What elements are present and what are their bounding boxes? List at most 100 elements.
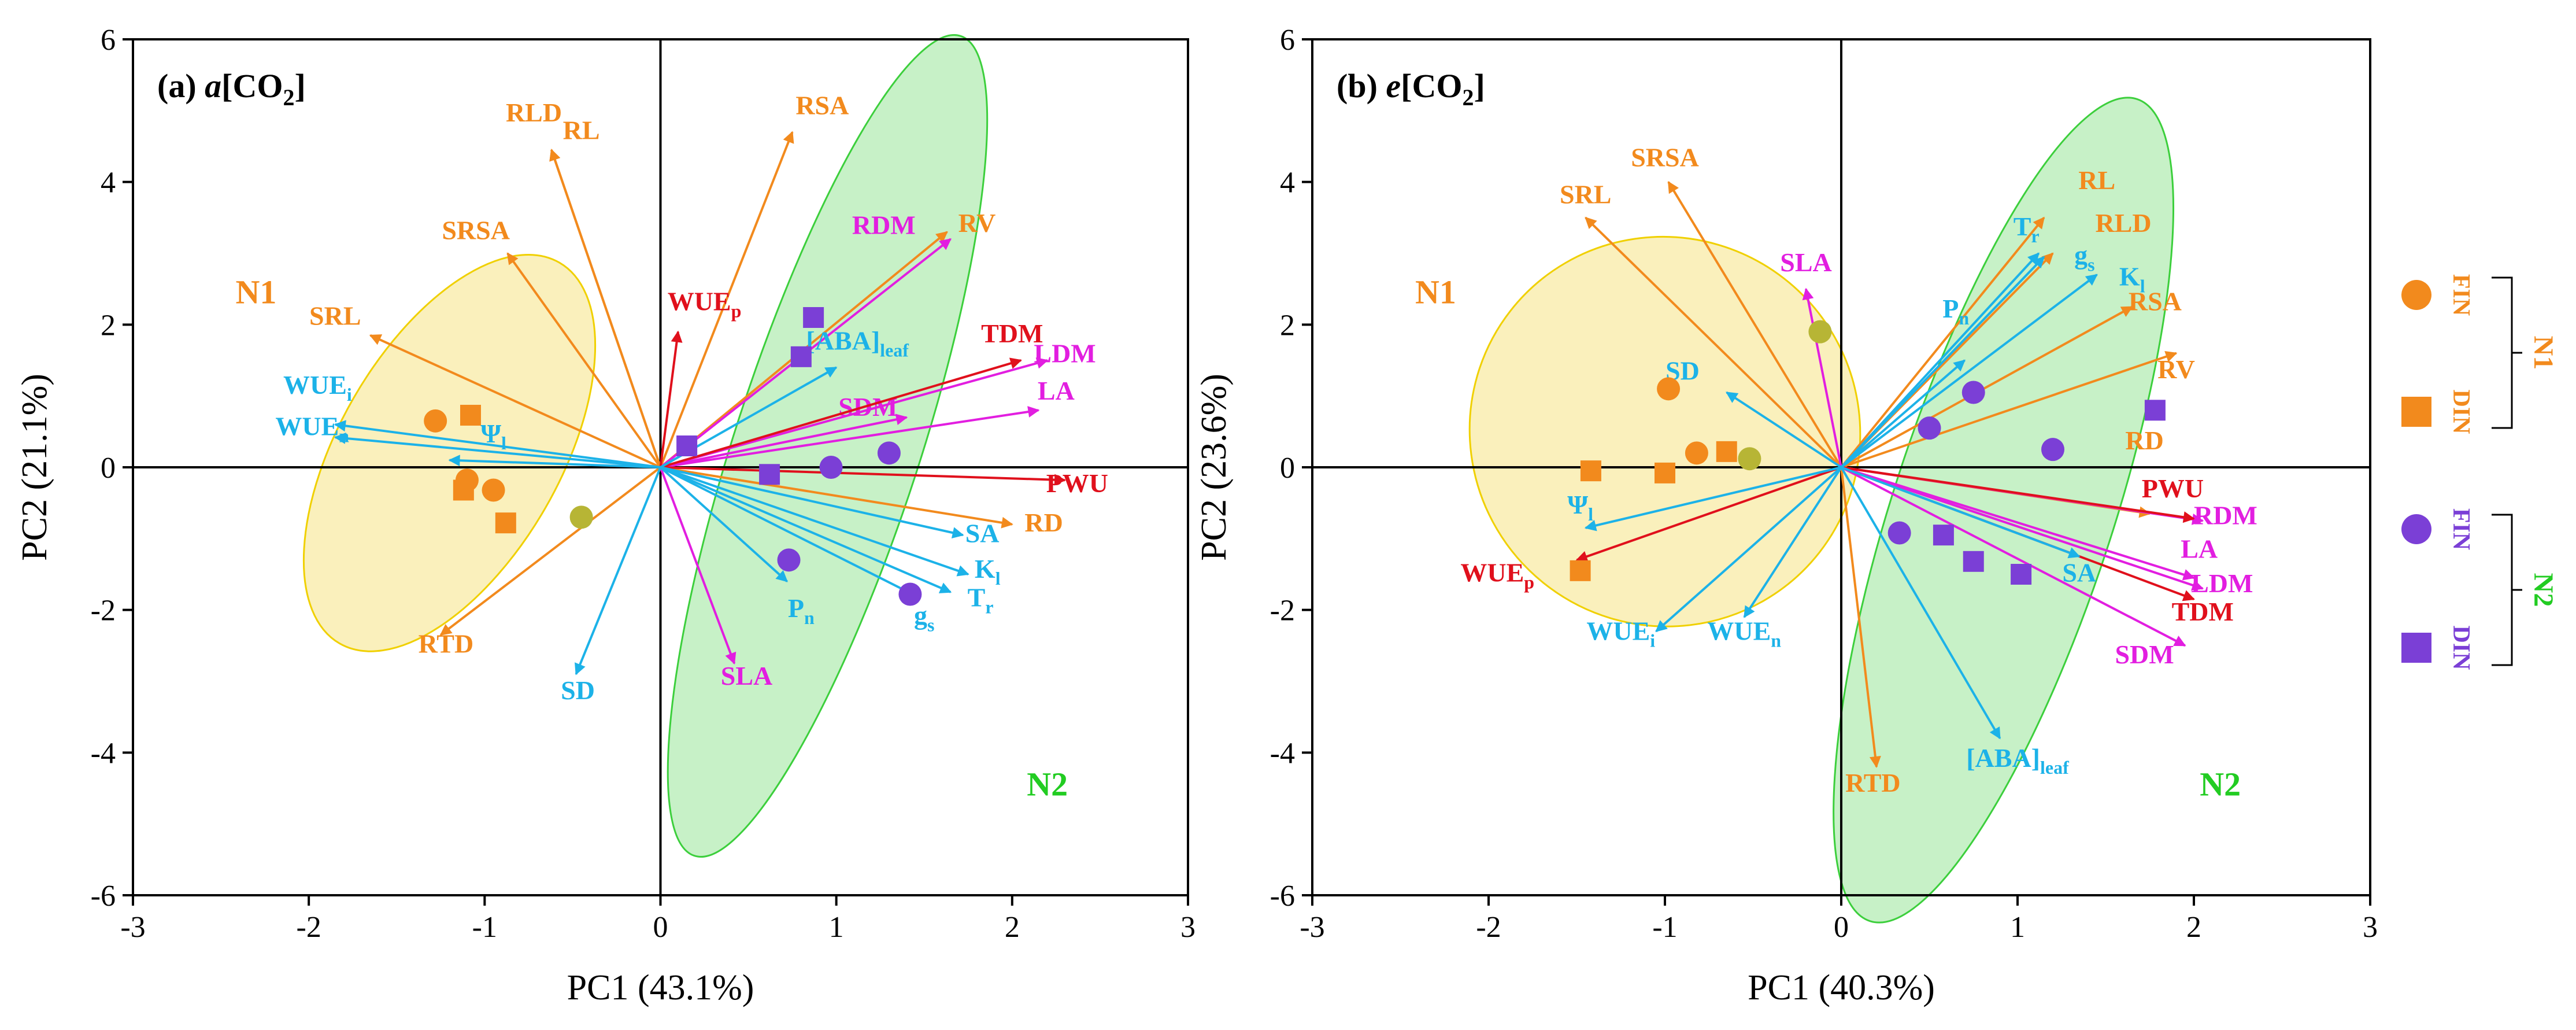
loading-arrow-la [660,406,1040,468]
score-point [898,582,922,606]
loading-arrow-wuep [1575,466,1842,562]
group-label-n2: N2 [2200,765,2241,803]
loading-label-pn: Pn [788,593,815,628]
score-point [460,404,481,426]
loading-arrow-rtd [1840,467,1881,768]
loading-label-pwu: PWU [2142,474,2204,503]
legend: FIN DIN FIN DIN N1 N2 [2401,274,2559,670]
y-tick-label: 2 [1280,309,1295,342]
loading-arrow-gs [660,466,917,597]
x-tick-label: -1 [1652,911,1677,944]
score-point [676,435,698,456]
loading-arrow-wuei [334,420,661,468]
legend-marker-square-purple [2401,633,2431,663]
y-tick-label: 2 [101,309,116,342]
x-axis-title: PC1 (43.1%) [567,968,754,1007]
x-tick-label: 3 [2363,911,2378,944]
loading-arrow-l [1584,466,1842,531]
score-point [1738,447,1761,471]
loading-label-srsa: SRSA [442,215,510,245]
loading-arrow-rsa [1841,305,2134,468]
x-tick-label: -3 [120,911,145,944]
loading-arrow-tdm [660,357,1022,468]
legend-group-n1: N1 [2528,336,2559,370]
loading-arrow-srsa [1667,180,1842,468]
loading-arrow-srl [369,334,661,468]
loading-label-srl: SRL [1560,180,1611,209]
x-tick-label: 3 [1180,911,1196,944]
loading-label-sa: SA [965,519,1000,548]
loading-label-tdm: TDM [981,319,1043,348]
loading-label-rdm: RDM [2194,501,2257,530]
loading-arrow-rtd [439,466,661,636]
legend-label-fin: FIN [2448,508,2474,550]
loading-label-tdm: TDM [2172,597,2234,626]
loading-label-kl: Kl [975,554,1001,589]
loading-arrow-pn [1840,359,1966,468]
y-axis-title: PC2 (23.6%) [1194,374,1234,561]
loading-arrow-wuen [1743,466,1842,618]
loading-arrow-sd [1726,391,1842,468]
y-tick-label: -6 [91,880,116,913]
legend-bracket [2492,276,2522,429]
loading-arrow-rl [549,149,662,468]
loading-label-wuep: WUEp [668,287,742,322]
loading-arrow-l [448,455,661,468]
score-point [1808,320,1832,344]
legend-marker-circle-purple [2401,514,2431,544]
loading-label-rld: RLD [2095,208,2151,238]
loading-arrow-sdm [1841,466,2186,647]
score-point [1685,441,1708,465]
loading-arrow-pwu [660,466,1067,486]
score-point [790,346,812,367]
loading-label-rld: RLD [506,98,562,127]
score-point [2011,564,2032,585]
score-point [1887,521,1911,545]
loading-label-ldm: LDM [1034,339,1095,368]
loading-label-wuep: WUEp [1460,558,1534,592]
y-tick-label: -4 [1270,737,1295,770]
y-axis-title: PC2 (21.1%) [15,374,54,561]
loading-label-sa: SA [2062,558,2096,587]
score-point [1963,551,1984,572]
loading-arrow-sdm [660,414,908,468]
loading-label-ldm: LDM [2191,568,2253,598]
loading-label-wuei: WUEi [283,370,352,405]
score-point [1961,381,1985,404]
x-tick-label: 1 [829,911,844,944]
loading-label-gs: gs [2074,241,2094,275]
y-tick-label: -4 [91,737,116,770]
loading-label-rdm: RDM [852,211,916,240]
panel-title: (b) e[CO2] [1337,67,1485,110]
score-point [495,512,516,534]
y-tick-label: 4 [1280,167,1295,200]
y-tick-label: -6 [1270,880,1295,913]
loading-label-rl: RL [2078,165,2115,195]
score-point [877,441,901,465]
score-point [2041,438,2064,462]
score-point [759,464,780,485]
loading-label-sla: SLA [721,661,772,691]
loading-label-la: LA [2181,534,2218,564]
score-point [1657,377,1681,401]
loading-arrow-sla [659,467,736,665]
loading-arrow-ldm [1841,466,2204,591]
loading-label-l: Ψl [480,419,506,453]
loading-label-aba-leaf: [ABA]leaf [1966,743,2069,778]
y-tick-label: 4 [101,167,116,200]
loading-label-tr: Tr [968,583,994,618]
legend-group-n2: N2 [2528,573,2559,607]
loading-arrow-sd [575,467,662,675]
group-ellipse-n1 [1468,235,1861,627]
x-tick-label: 2 [2186,911,2201,944]
score-point [1655,462,1675,483]
score-point [482,478,505,502]
x-tick-label: -2 [297,911,321,944]
loading-label-rv: RV [2157,355,2195,384]
loading-label-tr: Tr [2014,212,2040,246]
score-point [819,456,843,479]
loading-label-rl: RL [563,116,600,145]
loading-arrow-gs [1840,256,2045,468]
y-tick-label: 6 [1280,24,1295,57]
